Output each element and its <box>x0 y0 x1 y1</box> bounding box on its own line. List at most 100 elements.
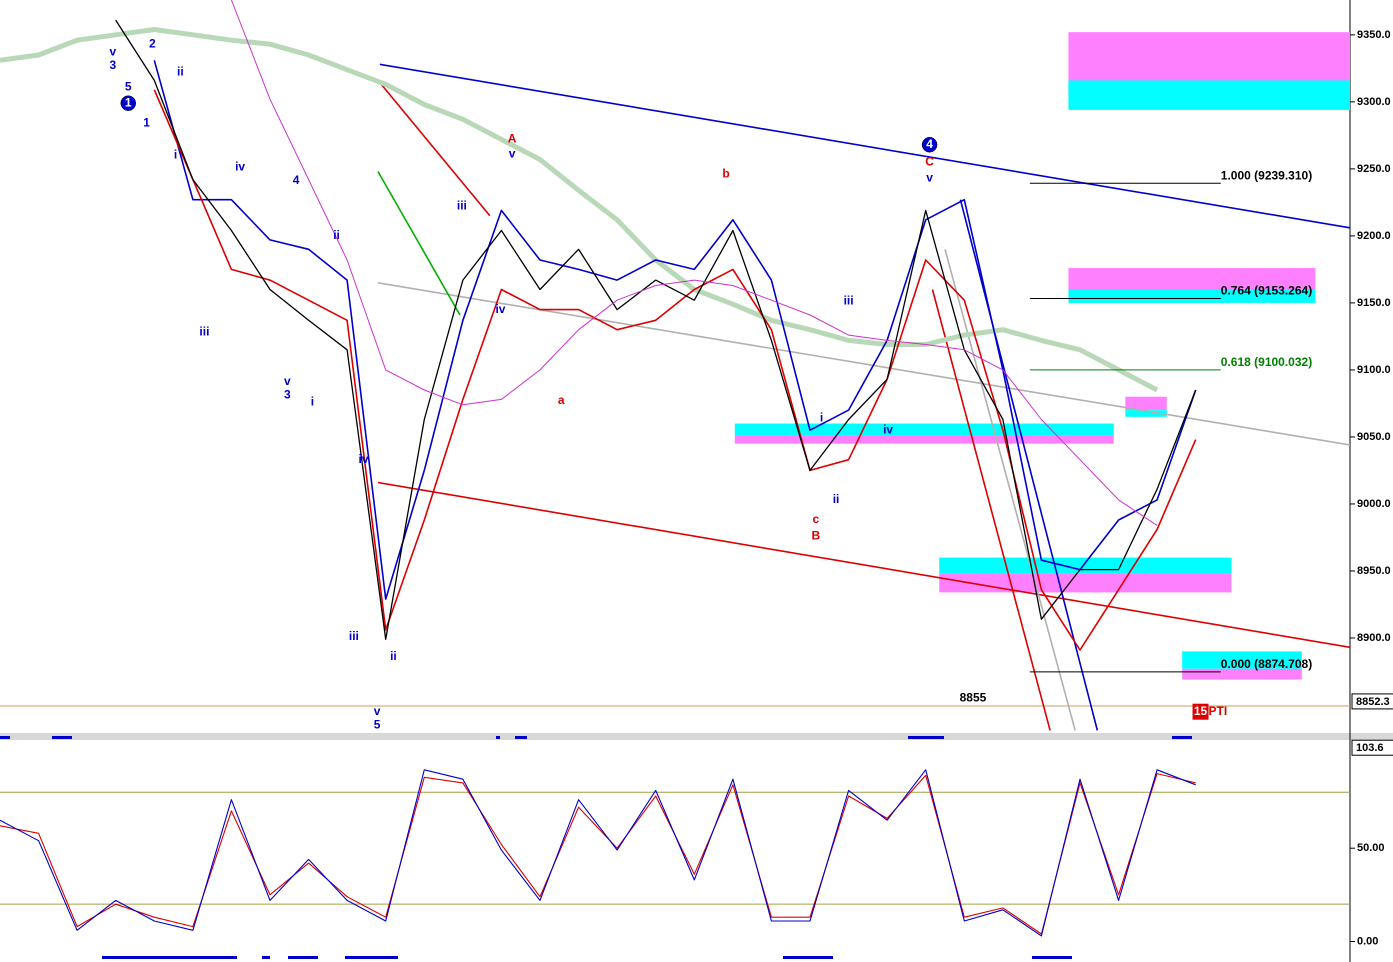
marker-strip <box>783 956 833 959</box>
zone <box>1068 80 1350 110</box>
y-tick-label: 9150.0 <box>1357 297 1391 309</box>
price-marker-label: 8852.3 <box>1356 696 1390 708</box>
plot-area <box>0 0 1350 731</box>
y-tick-label: 8900.0 <box>1357 632 1391 644</box>
zone <box>939 573 1232 593</box>
zone <box>1182 668 1302 680</box>
price-marker-box <box>1351 693 1393 710</box>
wave-label: ii <box>833 492 840 506</box>
fib-label: 0.000 (8874.708) <box>1221 657 1312 671</box>
zone <box>1182 651 1302 669</box>
marker-strip <box>496 736 500 739</box>
wave-label: iv <box>359 452 369 466</box>
y-tick-label: 9250.0 <box>1357 163 1391 175</box>
marker-strip <box>908 736 944 739</box>
series-line <box>153 60 1197 600</box>
panel-separator <box>0 733 1393 740</box>
y-tick-label: 9300.0 <box>1357 96 1391 108</box>
wave-label: 1 <box>143 115 150 129</box>
wave-label: iii <box>844 294 854 308</box>
zone <box>1068 289 1316 303</box>
wave-label: i <box>174 148 177 162</box>
zone <box>1125 410 1167 417</box>
marker-strip <box>1172 736 1192 739</box>
wave-label: b <box>722 166 729 180</box>
marker-strip <box>1032 956 1072 959</box>
wave-label: c <box>812 512 819 526</box>
y-tick-label: 50.00 <box>1357 842 1385 854</box>
wave-label: 4 <box>926 137 933 151</box>
zone <box>1068 268 1316 290</box>
label-box <box>1192 703 1209 720</box>
y-tick-label: 9000.0 <box>1357 498 1391 510</box>
wave-label: i <box>820 410 823 424</box>
wave-label: iv <box>495 302 505 316</box>
wave-label: 5 <box>125 79 132 93</box>
wave-label: PTI <box>1209 704 1228 718</box>
series-line <box>0 769 1196 937</box>
series-line <box>153 89 1197 651</box>
wave-label: ii <box>390 649 397 663</box>
price-marker-box <box>1351 739 1393 756</box>
wave-label: 8855 <box>960 690 987 704</box>
wave-label: v <box>926 170 933 184</box>
wave-circle <box>120 95 136 111</box>
wave-label: v <box>374 704 381 718</box>
trendline <box>377 481 1350 649</box>
marker-strip <box>345 956 398 959</box>
wave-label: C <box>925 154 934 168</box>
wave-label: 2 <box>149 36 156 50</box>
wave-label: iii <box>199 325 209 339</box>
marker-strip <box>262 956 270 959</box>
wave-label: iv <box>235 160 245 174</box>
zone <box>939 557 1232 574</box>
zone <box>1125 396 1167 411</box>
wave-label: v <box>109 44 116 58</box>
trendline <box>377 171 461 316</box>
zone <box>734 423 1114 436</box>
wave-label: ii <box>177 65 184 79</box>
marker-strip <box>515 736 527 739</box>
series-line <box>230 0 1158 526</box>
wave-label: 5 <box>374 717 381 731</box>
fib-label: 0.618 (9100.032) <box>1221 355 1312 369</box>
marker-strip <box>288 956 318 959</box>
price-marker-label: 103.6 <box>1356 742 1384 754</box>
wave-label: A <box>508 132 517 146</box>
wave-label: a <box>558 393 565 407</box>
y-tick-label: 9100.0 <box>1357 364 1391 376</box>
trendline <box>379 63 1350 229</box>
wave-label: i <box>311 394 314 408</box>
zone <box>734 435 1114 444</box>
y-tick-label: 0.00 <box>1357 935 1378 947</box>
wave-label: v <box>509 146 516 160</box>
wave-label: iv <box>883 422 893 436</box>
wave-label: v <box>284 374 291 388</box>
fib-label: 0.764 (9153.264) <box>1221 284 1312 298</box>
wave-label: ii <box>333 228 340 242</box>
series-line <box>115 19 1197 640</box>
trendline <box>944 249 1076 731</box>
trendline <box>931 289 1051 731</box>
marker-strip <box>0 736 10 739</box>
series-line <box>0 27 1159 393</box>
y-tick-label: 9200.0 <box>1357 230 1391 242</box>
wave-label: 4 <box>293 173 300 187</box>
fib-label: 1.000 (9239.310) <box>1221 168 1312 182</box>
wave-circle <box>921 137 938 153</box>
y-tick-label: 9350.0 <box>1357 29 1391 41</box>
marker-strip <box>102 956 237 959</box>
wave-label: iii <box>457 199 467 213</box>
trendline <box>377 79 491 217</box>
wave-label: B <box>811 528 820 542</box>
marker-strip <box>52 736 72 739</box>
y-tick-label: 9050.0 <box>1357 431 1391 443</box>
wave-label: iii <box>349 629 359 643</box>
wave-label: 15 <box>1194 704 1208 718</box>
plot-area <box>0 769 1350 937</box>
y-tick-label: 8950.0 <box>1357 565 1391 577</box>
wave-label: 3 <box>284 388 291 402</box>
wave-label: 3 <box>109 58 116 72</box>
